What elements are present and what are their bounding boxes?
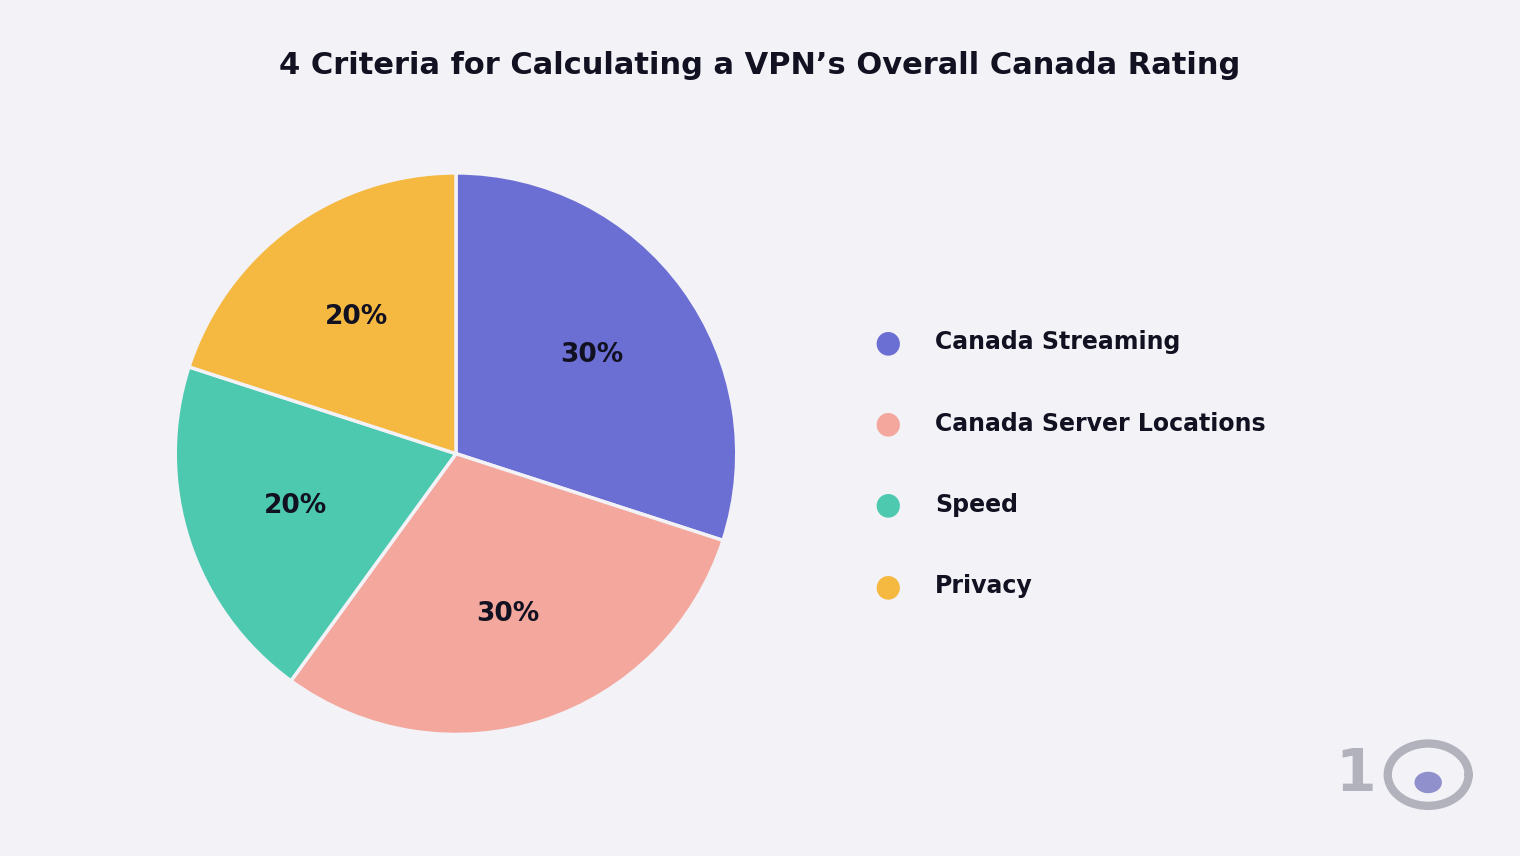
Text: Canada Server Locations: Canada Server Locations [935,412,1266,436]
Text: 1: 1 [1336,746,1376,803]
Wedge shape [456,173,737,540]
Text: ●: ● [874,409,901,438]
Text: ●: ● [874,328,901,357]
Circle shape [1415,772,1441,793]
Text: ●: ● [874,490,901,520]
Wedge shape [175,367,456,681]
Text: 30%: 30% [561,342,623,368]
Text: 4 Criteria for Calculating a VPN’s Overall Canada Rating: 4 Criteria for Calculating a VPN’s Overa… [280,51,1240,80]
Text: Privacy: Privacy [935,574,1032,598]
Text: ●: ● [874,572,901,601]
Wedge shape [290,454,724,734]
Text: 30%: 30% [476,601,540,627]
Wedge shape [188,173,456,454]
Text: 20%: 20% [325,305,389,330]
Text: Speed: Speed [935,493,1018,517]
Text: Canada Streaming: Canada Streaming [935,330,1180,354]
Text: 20%: 20% [264,493,327,519]
